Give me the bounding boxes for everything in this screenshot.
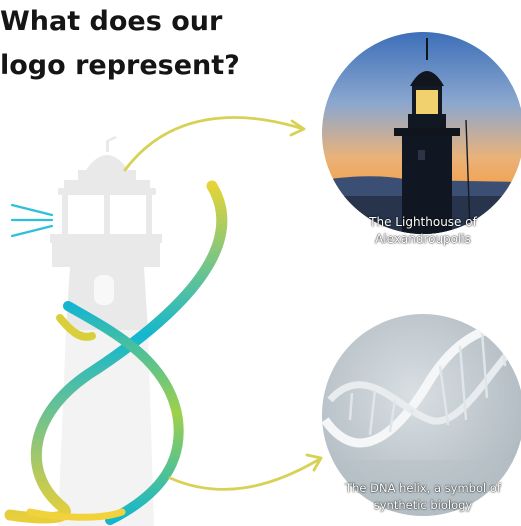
title-line-1: What does our	[0, 6, 223, 37]
arrow-to-lighthouse	[123, 116, 302, 172]
dna-caption-line-1: The DNA helix, a symbol of	[345, 481, 501, 495]
arrows	[123, 116, 323, 491]
page-title: What does our logo represent?	[0, 0, 240, 88]
helix-icon	[4, 180, 228, 525]
dna-caption-line-2: synthetic biology	[373, 498, 473, 512]
lighthouse-caption: The Lighthouse of Alexandroupolis	[326, 214, 520, 248]
dna-photo	[322, 314, 521, 516]
logo-illustration	[4, 136, 228, 526]
lighthouse-photo	[322, 32, 521, 234]
lighthouse-caption-line-1: The Lighthouse of	[369, 215, 477, 229]
helix-rungs-lower	[59, 369, 167, 466]
title-line-2: logo represent?	[0, 50, 240, 81]
arrow-to-dna	[168, 458, 320, 491]
dna-caption: The DNA helix, a symbol of synthetic bio…	[326, 480, 520, 514]
helix-rungs	[157, 211, 215, 269]
lighthouse-caption-line-2: Alexandroupolis	[375, 232, 471, 246]
light-rays	[10, 203, 54, 238]
